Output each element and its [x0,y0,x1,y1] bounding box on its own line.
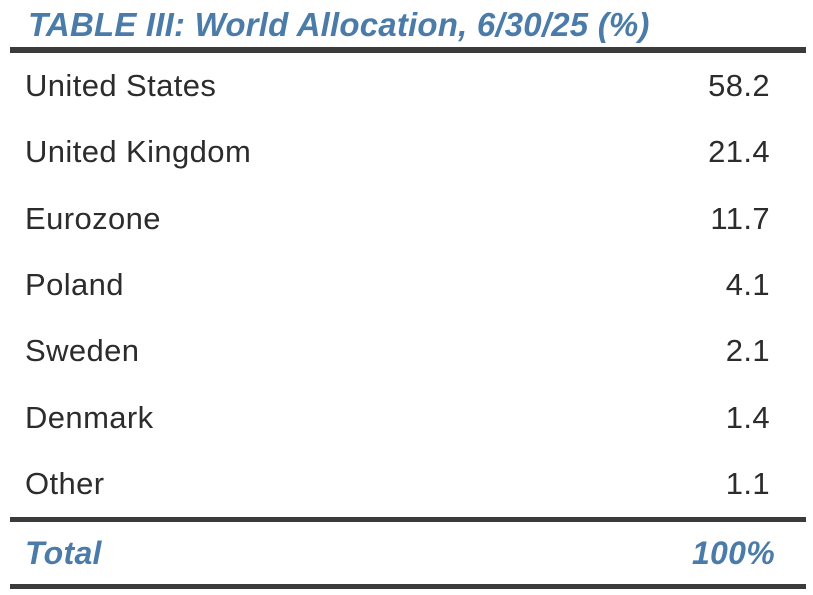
total-label: Total [25,534,102,571]
row-value: 11.7 [710,200,770,236]
row-value: 2.1 [725,333,770,369]
table-row: United Kingdom 21.4 [0,119,813,185]
total-row: Total 100% [0,522,813,584]
row-label: Denmark [25,399,154,435]
table-row: United States 58.2 [0,53,813,119]
divider-above-total [10,517,806,522]
table-row: Eurozone 11.7 [0,186,813,252]
divider-top [10,47,806,53]
row-label: Eurozone [25,200,161,236]
row-value: 4.1 [725,266,770,302]
table-row: Denmark 1.4 [0,384,813,450]
row-label: United States [25,68,217,104]
row-label: United Kingdom [25,134,252,170]
row-label: Other [25,465,105,501]
table-body: United States 58.2 United Kingdom 21.4 E… [0,53,813,517]
divider-bottom [10,584,806,589]
total-value: 100% [691,534,775,571]
row-label: Poland [25,266,124,302]
row-value: 1.1 [725,465,770,501]
row-label: Sweden [25,333,140,369]
row-value: 58.2 [708,68,770,104]
row-value: 21.4 [708,134,770,170]
table-row: Other 1.1 [0,451,813,517]
table-row: Sweden 2.1 [0,318,813,384]
table-title: TABLE III: World Allocation, 6/30/25 (%) [28,6,650,43]
row-value: 1.4 [725,399,770,435]
table-row: Poland 4.1 [0,252,813,318]
